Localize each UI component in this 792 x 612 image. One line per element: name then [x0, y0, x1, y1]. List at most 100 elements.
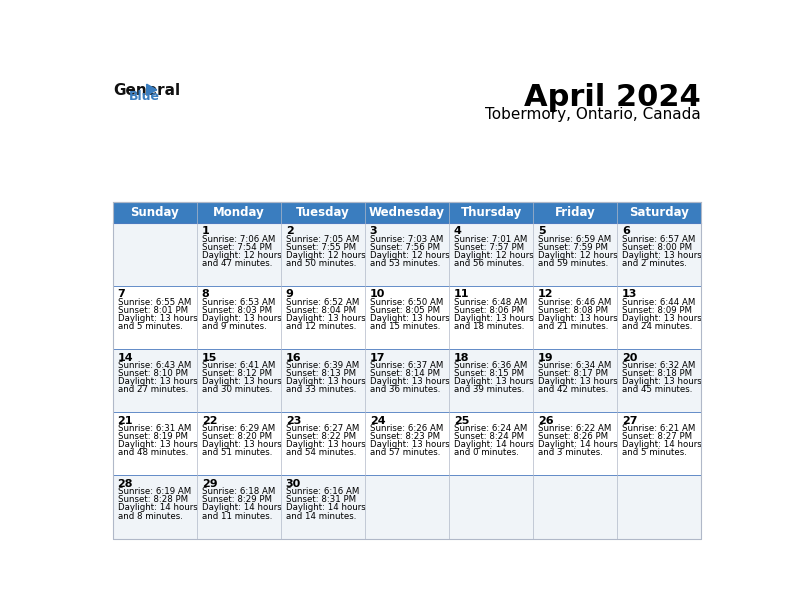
Text: Daylight: 13 hours: Daylight: 13 hours [454, 314, 534, 323]
Bar [281, 286, 365, 349]
Text: Sunrise: 7:06 AM: Sunrise: 7:06 AM [202, 235, 275, 244]
Text: Sunset: 8:14 PM: Sunset: 8:14 PM [370, 369, 440, 378]
Text: 14: 14 [117, 353, 133, 362]
Text: Daylight: 13 hours: Daylight: 13 hours [370, 441, 449, 449]
Text: Sunset: 7:59 PM: Sunset: 7:59 PM [538, 243, 607, 252]
Text: 22: 22 [202, 416, 217, 426]
Bar [533, 223, 617, 286]
Bar [449, 476, 533, 539]
Text: Sunrise: 6:41 AM: Sunrise: 6:41 AM [202, 361, 275, 370]
Text: Daylight: 13 hours: Daylight: 13 hours [538, 314, 618, 323]
Text: Daylight: 13 hours: Daylight: 13 hours [117, 314, 197, 323]
Text: and 18 minutes.: and 18 minutes. [454, 322, 524, 331]
Text: Daylight: 12 hours: Daylight: 12 hours [538, 251, 618, 260]
Text: and 53 minutes.: and 53 minutes. [370, 259, 440, 268]
Text: Sunrise: 7:05 AM: Sunrise: 7:05 AM [286, 235, 359, 244]
Text: and 21 minutes.: and 21 minutes. [538, 322, 608, 331]
Bar [533, 286, 617, 349]
Bar [449, 203, 533, 223]
Bar [617, 203, 701, 223]
Text: Sunset: 8:27 PM: Sunset: 8:27 PM [622, 432, 692, 441]
Text: Sunset: 8:05 PM: Sunset: 8:05 PM [370, 306, 440, 315]
Text: and 42 minutes.: and 42 minutes. [538, 386, 608, 394]
Text: Daylight: 13 hours: Daylight: 13 hours [286, 377, 365, 386]
Text: and 24 minutes.: and 24 minutes. [622, 322, 692, 331]
Text: Sunrise: 6:34 AM: Sunrise: 6:34 AM [538, 361, 611, 370]
Text: Daylight: 13 hours: Daylight: 13 hours [370, 377, 449, 386]
Bar [197, 476, 281, 539]
Text: and 54 minutes.: and 54 minutes. [286, 449, 356, 457]
Text: and 11 minutes.: and 11 minutes. [202, 512, 272, 521]
Bar [449, 349, 533, 412]
Text: Sunset: 8:31 PM: Sunset: 8:31 PM [286, 495, 356, 504]
Polygon shape [147, 84, 157, 95]
Text: Sunrise: 6:52 AM: Sunrise: 6:52 AM [286, 298, 359, 307]
Text: Sunday: Sunday [131, 206, 179, 219]
Text: Daylight: 13 hours: Daylight: 13 hours [286, 314, 365, 323]
Bar [365, 203, 449, 223]
Text: Sunrise: 6:29 AM: Sunrise: 6:29 AM [202, 424, 275, 433]
Text: Sunset: 8:26 PM: Sunset: 8:26 PM [538, 432, 608, 441]
Text: and 36 minutes.: and 36 minutes. [370, 386, 440, 394]
Text: Daylight: 13 hours: Daylight: 13 hours [370, 314, 449, 323]
Text: 1: 1 [202, 226, 209, 236]
Bar [533, 203, 617, 223]
Text: Sunset: 8:06 PM: Sunset: 8:06 PM [454, 306, 524, 315]
Text: Sunrise: 6:16 AM: Sunrise: 6:16 AM [286, 487, 359, 496]
Bar [113, 203, 197, 223]
Text: Sunset: 8:10 PM: Sunset: 8:10 PM [117, 369, 188, 378]
Text: Saturday: Saturday [629, 206, 689, 219]
Text: Wednesday: Wednesday [369, 206, 445, 219]
Bar [533, 476, 617, 539]
Text: Daylight: 14 hours: Daylight: 14 hours [454, 441, 534, 449]
Text: 26: 26 [538, 416, 554, 426]
Text: Tuesday: Tuesday [296, 206, 350, 219]
Bar [365, 349, 449, 412]
Bar [281, 349, 365, 412]
Text: 6: 6 [622, 226, 630, 236]
Text: Sunset: 8:08 PM: Sunset: 8:08 PM [538, 306, 608, 315]
Text: Sunrise: 6:55 AM: Sunrise: 6:55 AM [117, 298, 191, 307]
Text: Sunrise: 6:26 AM: Sunrise: 6:26 AM [370, 424, 443, 433]
Text: 28: 28 [117, 479, 133, 489]
Text: Sunset: 8:17 PM: Sunset: 8:17 PM [538, 369, 608, 378]
Text: Sunrise: 7:03 AM: Sunrise: 7:03 AM [370, 235, 443, 244]
Text: Tobermory, Ontario, Canada: Tobermory, Ontario, Canada [485, 106, 701, 122]
Bar [113, 349, 197, 412]
Text: Daylight: 13 hours: Daylight: 13 hours [202, 441, 281, 449]
Bar [113, 476, 197, 539]
Text: and 48 minutes.: and 48 minutes. [117, 449, 188, 457]
Text: 3: 3 [370, 226, 377, 236]
Text: 4: 4 [454, 226, 462, 236]
Text: Sunset: 8:20 PM: Sunset: 8:20 PM [202, 432, 272, 441]
Text: and 14 minutes.: and 14 minutes. [286, 512, 356, 521]
Text: Sunset: 8:18 PM: Sunset: 8:18 PM [622, 369, 692, 378]
Text: Daylight: 12 hours: Daylight: 12 hours [202, 251, 281, 260]
Text: 30: 30 [286, 479, 301, 489]
Text: Daylight: 13 hours: Daylight: 13 hours [538, 377, 618, 386]
Text: and 33 minutes.: and 33 minutes. [286, 386, 356, 394]
Text: Daylight: 14 hours: Daylight: 14 hours [538, 441, 618, 449]
Text: Sunrise: 6:59 AM: Sunrise: 6:59 AM [538, 235, 611, 244]
Bar [617, 412, 701, 476]
Text: and 57 minutes.: and 57 minutes. [370, 449, 440, 457]
Text: Sunrise: 6:46 AM: Sunrise: 6:46 AM [538, 298, 611, 307]
Text: and 47 minutes.: and 47 minutes. [202, 259, 272, 268]
Text: Sunrise: 6:43 AM: Sunrise: 6:43 AM [117, 361, 191, 370]
Text: Sunrise: 6:48 AM: Sunrise: 6:48 AM [454, 298, 527, 307]
Text: and 27 minutes.: and 27 minutes. [117, 386, 188, 394]
Bar [449, 412, 533, 476]
Text: General: General [113, 83, 180, 98]
Text: 24: 24 [370, 416, 386, 426]
Bar [197, 286, 281, 349]
Text: Sunrise: 6:57 AM: Sunrise: 6:57 AM [622, 235, 695, 244]
Text: Sunset: 8:12 PM: Sunset: 8:12 PM [202, 369, 272, 378]
Text: and 45 minutes.: and 45 minutes. [622, 386, 692, 394]
Text: Daylight: 13 hours: Daylight: 13 hours [622, 251, 702, 260]
Text: 19: 19 [538, 353, 554, 362]
Bar [197, 223, 281, 286]
Text: Daylight: 13 hours: Daylight: 13 hours [622, 314, 702, 323]
Text: Sunrise: 6:36 AM: Sunrise: 6:36 AM [454, 361, 527, 370]
Text: 10: 10 [370, 289, 385, 299]
Text: and 0 minutes.: and 0 minutes. [454, 449, 519, 457]
